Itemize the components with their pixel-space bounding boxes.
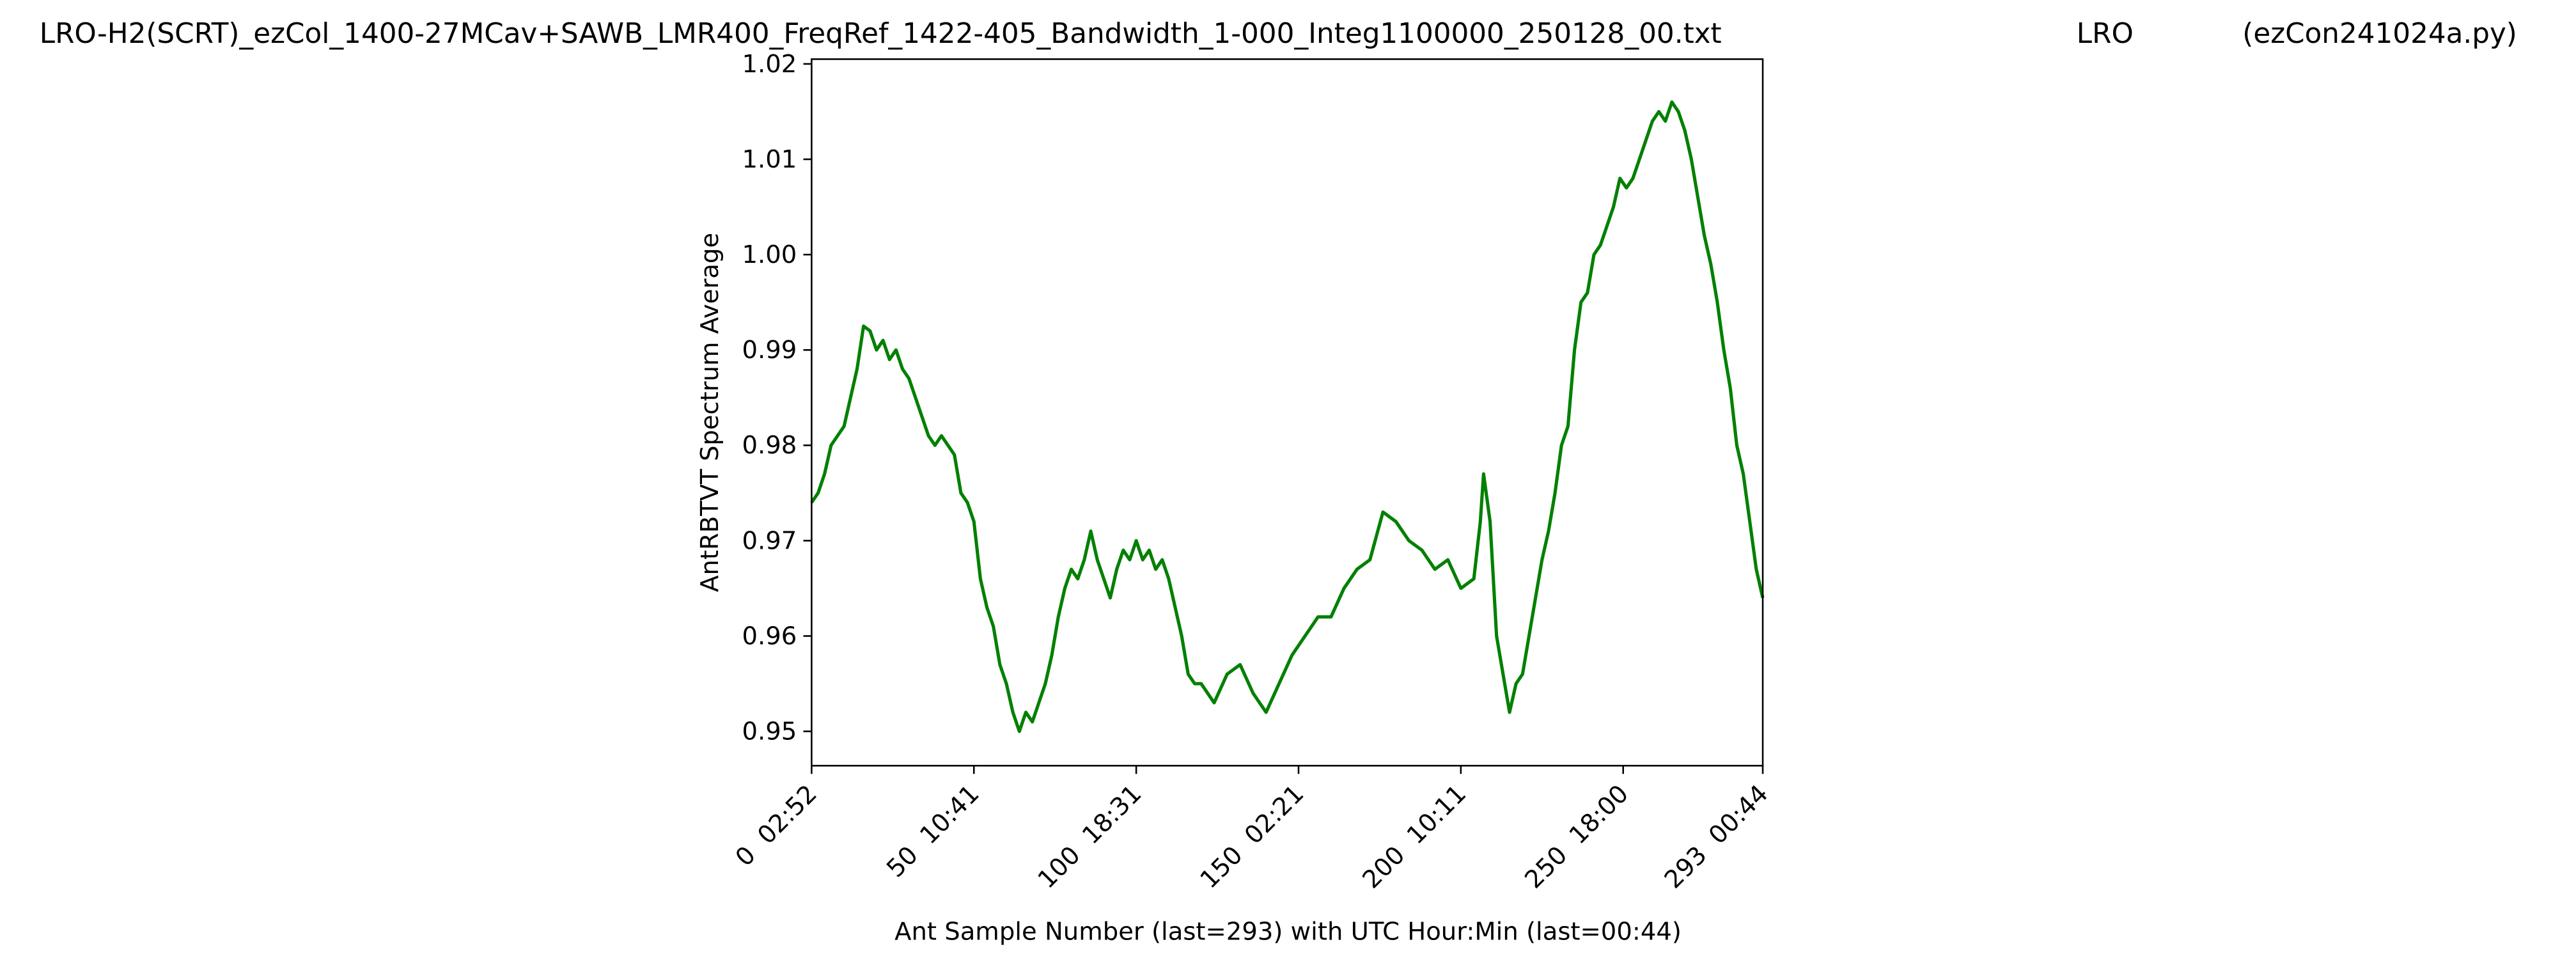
y-tick-label: 1.01 [742, 145, 797, 174]
y-tick-label: 1.00 [742, 240, 797, 269]
chart-title: (ezCon241024a.py) [2242, 17, 2517, 50]
y-tick-label: 0.95 [742, 718, 797, 746]
y-tick-label: 1.02 [742, 50, 797, 79]
chart-title: LRO [2077, 17, 2134, 50]
y-tick-label: 0.97 [742, 526, 797, 555]
y-tick-label: 0.98 [742, 431, 797, 460]
y-tick-label: 0.96 [742, 622, 797, 650]
data-line [810, 100, 1765, 734]
x-axis-label: Ant Sample Number (last=293) with UTC Ho… [894, 918, 1682, 946]
y-tick-label: 0.99 [742, 336, 797, 365]
chart-title: LRO-H2(SCRT)_ezCol_1400-27MCav+SAWB_LMR4… [40, 17, 1722, 50]
y-axis-label: AntRBTVT Spectrum Average [696, 233, 724, 592]
plot-frame [811, 58, 1764, 767]
